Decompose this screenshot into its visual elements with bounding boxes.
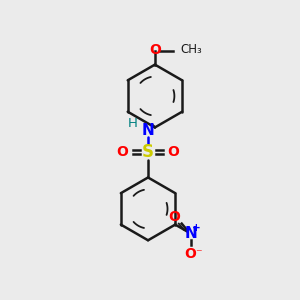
Text: +: + bbox=[192, 223, 201, 232]
Text: H: H bbox=[128, 117, 137, 130]
Text: CH₃: CH₃ bbox=[180, 44, 202, 56]
Text: N: N bbox=[184, 226, 197, 241]
Text: O: O bbox=[149, 43, 161, 57]
Text: N: N bbox=[142, 123, 154, 138]
Text: O: O bbox=[184, 247, 196, 261]
Text: O: O bbox=[168, 145, 179, 159]
Text: S: S bbox=[142, 143, 154, 161]
Text: ⁻: ⁻ bbox=[195, 248, 202, 260]
Text: O: O bbox=[168, 210, 180, 224]
Text: O: O bbox=[117, 145, 128, 159]
